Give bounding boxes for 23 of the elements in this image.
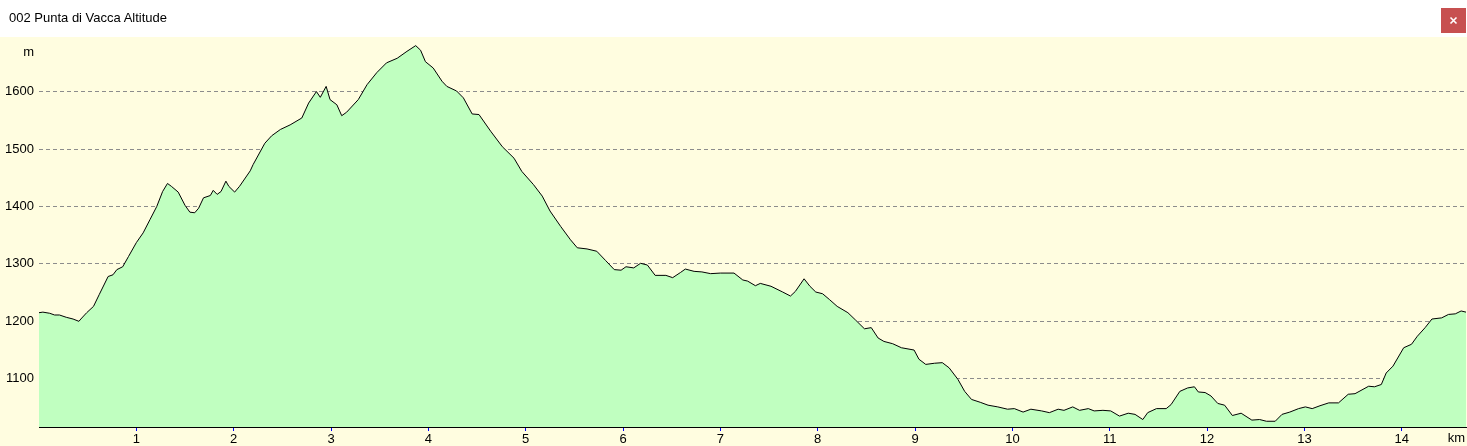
chart-title: 002 Punta di Vacca Altitude xyxy=(9,10,168,26)
x-tick-label: 14 xyxy=(1394,431,1409,446)
x-tick-label: 5 xyxy=(522,431,530,446)
x-axis-title: km xyxy=(1447,430,1465,446)
x-tick-label: 7 xyxy=(716,431,724,446)
x-tick-label: 4 xyxy=(424,431,432,446)
x-tick-label: 12 xyxy=(1199,431,1215,446)
x-tick-label: 10 xyxy=(1005,431,1020,446)
x-tick-label: 6 xyxy=(619,431,627,446)
x-tick-label: 2 xyxy=(230,431,238,446)
y-tick-label: 1400 xyxy=(5,198,34,214)
y-tick-label: 1600 xyxy=(5,83,34,99)
x-tick-label: 1 xyxy=(132,431,140,446)
y-tick-label: 1300 xyxy=(5,255,34,271)
x-tick-label: 11 xyxy=(1102,431,1117,446)
y-tick-label: 1500 xyxy=(5,140,34,156)
x-tick-label: 13 xyxy=(1297,431,1312,446)
x-tick-label: 3 xyxy=(327,431,335,446)
y-axis-title: m xyxy=(23,43,34,59)
y-tick-label: 1100 xyxy=(6,370,34,386)
x-tick-label: 8 xyxy=(814,431,822,446)
y-tick-label: 1200 xyxy=(5,312,34,328)
x-tick-label: 9 xyxy=(911,431,919,446)
